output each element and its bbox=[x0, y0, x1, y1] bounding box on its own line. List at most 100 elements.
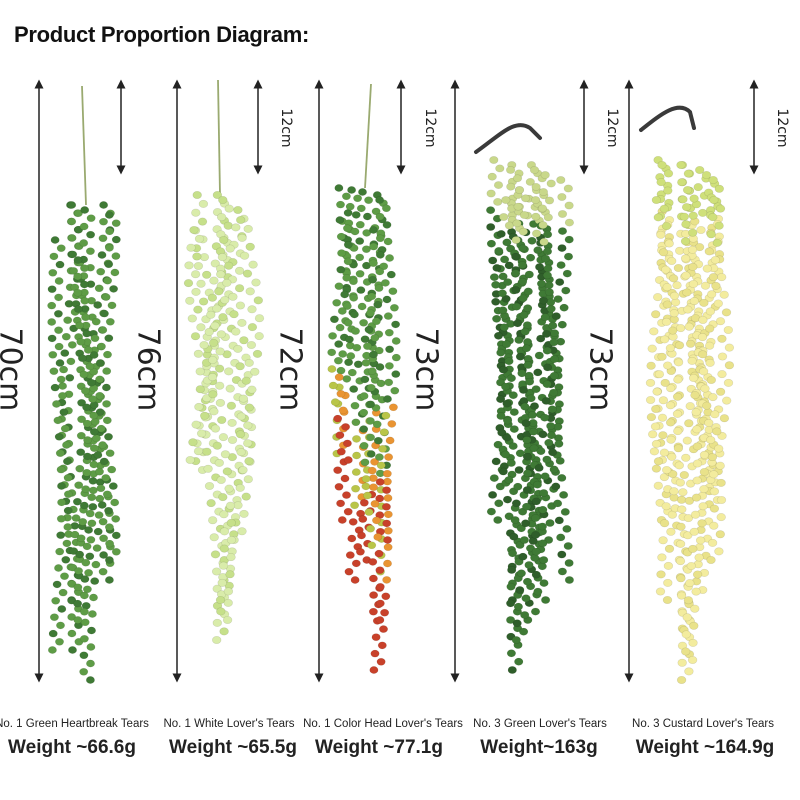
bead bbox=[254, 314, 265, 323]
stem-1 bbox=[81, 85, 87, 206]
bead bbox=[564, 576, 575, 584]
bead bbox=[695, 536, 706, 545]
plant-2-strand bbox=[235, 215, 265, 475]
bead bbox=[549, 338, 559, 347]
bead bbox=[515, 449, 525, 458]
bead bbox=[209, 533, 219, 542]
bead bbox=[661, 502, 671, 511]
bead bbox=[254, 332, 264, 341]
bead bbox=[218, 313, 228, 322]
bead bbox=[76, 448, 86, 457]
bead bbox=[67, 234, 77, 242]
bead bbox=[86, 378, 96, 387]
bead bbox=[369, 242, 379, 251]
bead bbox=[502, 399, 512, 408]
bead bbox=[337, 249, 347, 257]
bead bbox=[198, 297, 209, 306]
bead bbox=[706, 375, 716, 385]
bead bbox=[235, 483, 245, 492]
bead bbox=[548, 388, 559, 397]
bead bbox=[562, 524, 572, 533]
bead bbox=[222, 615, 233, 625]
bead bbox=[328, 381, 338, 390]
bead bbox=[383, 494, 393, 502]
bead bbox=[539, 579, 549, 588]
bead bbox=[104, 556, 114, 564]
bead bbox=[215, 347, 225, 356]
bead bbox=[556, 261, 566, 270]
bead bbox=[335, 200, 345, 209]
bead bbox=[98, 441, 108, 449]
bead bbox=[514, 466, 524, 474]
bead bbox=[350, 501, 360, 510]
bead bbox=[74, 481, 84, 490]
bead bbox=[351, 559, 361, 568]
bead bbox=[384, 378, 394, 387]
bead bbox=[111, 515, 121, 523]
bead bbox=[202, 270, 212, 279]
bead bbox=[243, 439, 253, 448]
bead bbox=[362, 212, 372, 221]
bead bbox=[366, 433, 376, 442]
bead bbox=[510, 269, 521, 278]
bead bbox=[652, 293, 663, 302]
bead bbox=[336, 232, 346, 241]
bead bbox=[194, 234, 205, 243]
bead bbox=[90, 417, 100, 426]
bead bbox=[355, 253, 365, 262]
bead bbox=[252, 349, 263, 358]
bead bbox=[188, 438, 198, 447]
bead bbox=[51, 596, 61, 605]
bead bbox=[500, 255, 510, 264]
length-label-4: 73cm bbox=[408, 327, 444, 412]
bead bbox=[705, 358, 715, 367]
bead bbox=[327, 365, 337, 373]
bead bbox=[197, 217, 208, 226]
bead bbox=[507, 666, 517, 674]
bead bbox=[350, 401, 360, 410]
bead bbox=[335, 431, 345, 440]
bead bbox=[49, 613, 59, 622]
bead bbox=[347, 534, 357, 543]
bead bbox=[699, 485, 709, 494]
bead bbox=[508, 442, 518, 451]
bead bbox=[540, 472, 550, 481]
bead bbox=[94, 511, 104, 519]
bead bbox=[102, 490, 112, 499]
bead bbox=[196, 279, 206, 288]
bead bbox=[327, 348, 337, 357]
bead bbox=[359, 425, 369, 433]
plant-2-strand bbox=[207, 235, 237, 605]
bead bbox=[518, 227, 529, 236]
bead bbox=[688, 544, 698, 553]
bead bbox=[87, 519, 97, 528]
bead bbox=[542, 363, 553, 372]
bead bbox=[511, 499, 522, 508]
bead bbox=[223, 598, 233, 607]
bead bbox=[244, 403, 255, 412]
bead bbox=[97, 501, 107, 509]
bead bbox=[689, 297, 699, 306]
bead bbox=[344, 335, 354, 344]
bead bbox=[104, 523, 114, 531]
bead bbox=[55, 359, 65, 367]
bead bbox=[76, 431, 86, 440]
bead bbox=[247, 305, 257, 314]
bead bbox=[103, 276, 113, 285]
bead bbox=[54, 342, 64, 351]
bead bbox=[389, 303, 399, 312]
bead bbox=[370, 649, 380, 658]
bead bbox=[549, 371, 559, 380]
bead bbox=[666, 527, 676, 536]
bead bbox=[683, 169, 694, 178]
bead bbox=[546, 431, 557, 440]
bead bbox=[551, 482, 561, 491]
bead bbox=[222, 278, 232, 287]
bead bbox=[669, 487, 679, 496]
bead bbox=[651, 195, 662, 205]
bead bbox=[236, 215, 246, 225]
bead bbox=[688, 262, 698, 271]
plant-1-strand bbox=[95, 211, 121, 564]
bead bbox=[238, 394, 249, 403]
bead bbox=[512, 174, 523, 183]
